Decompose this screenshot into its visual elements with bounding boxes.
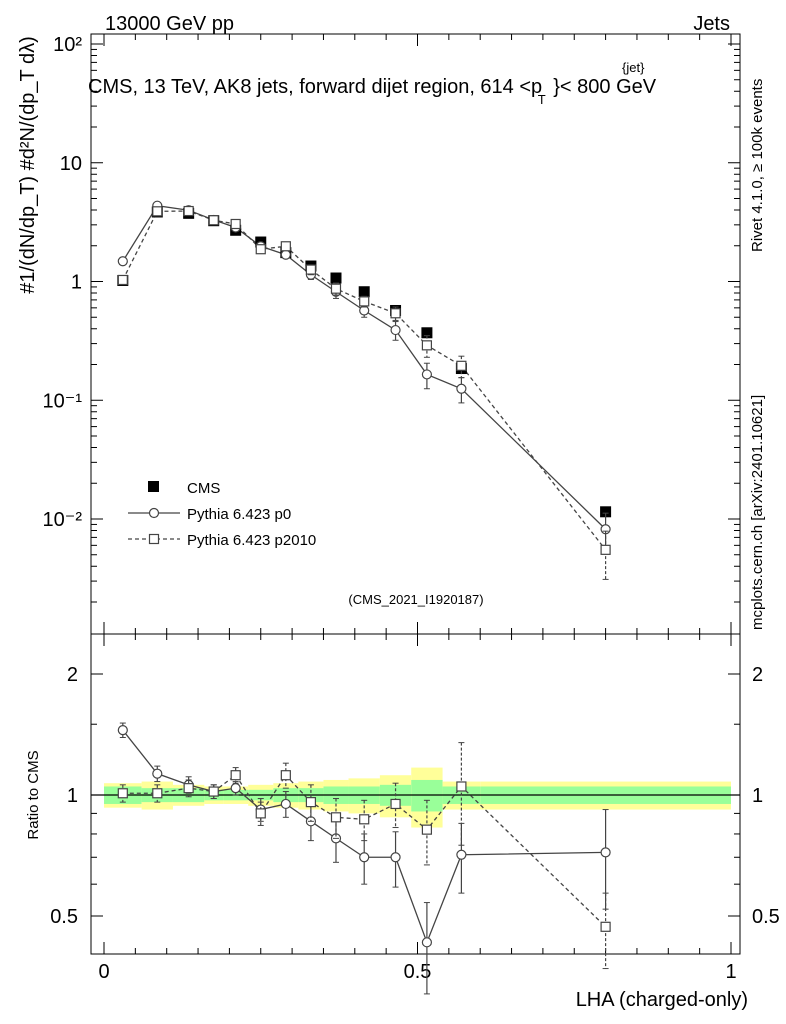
legend-cms-marker [148, 481, 159, 492]
p2010-ratio-point [152, 788, 163, 799]
category-label: Jets [693, 13, 730, 35]
p2010-ratio-point [390, 798, 401, 810]
p0-ratio-point [390, 852, 401, 863]
p0-ratio-point [600, 847, 611, 858]
p2010-ratio-point [421, 824, 433, 835]
cms-data-point [600, 506, 612, 518]
legend-p2010-label: Pythia 6.423 p2010 [187, 532, 316, 549]
legend-p0-label: Pythia 6.423 p0 [187, 506, 291, 523]
ratio-y-tick-label-right: 1 [752, 785, 763, 807]
ratio-y-tick-label: 1 [67, 785, 78, 807]
p2010-data-point [421, 340, 433, 351]
p0-data-point [117, 256, 128, 267]
main-y-tick-label: 10 [60, 153, 82, 175]
p2010-ratio-point [280, 770, 291, 781]
plot-title-main: CMS, 13 TeV, AK8 jets, forward dijet reg… [88, 76, 542, 98]
axis-tick-labels: 10² 10 1 10⁻¹ 10⁻² 2 2 1 1 0.5 0.5 0 0.5 1 [43, 34, 780, 983]
p2010-ratio-point [117, 788, 128, 799]
p2010-ratio-point [359, 814, 370, 825]
p2010-data-point [456, 360, 467, 371]
main-y-tick-label: 10⁻² [43, 509, 83, 531]
x-axis-label: LHA (charged-only) [576, 989, 748, 1011]
p2010-ratio-point [330, 812, 342, 823]
p2010-data-point [152, 206, 163, 217]
p0-ratio-point [230, 783, 241, 794]
main-series [117, 200, 612, 580]
plot-title: CMS, 13 TeV, AK8 jets, forward dijet reg… [88, 76, 657, 109]
legend-cms-label: CMS [187, 480, 220, 497]
p2010-data-point [255, 244, 266, 255]
rivet-label: Rivet 4.1.0, ≥ 100k events [749, 79, 766, 252]
cms-data-point [421, 327, 433, 339]
p2010-ratio-point [208, 786, 219, 797]
p2010-data-point [305, 264, 317, 275]
p2010-data-point [183, 205, 194, 217]
analysis-id: (CMS_2021_I1920187) [348, 592, 483, 607]
cms-data-point [330, 272, 342, 284]
p2010-ratio-point [183, 783, 194, 794]
energy-label: 13000 GeV pp [105, 13, 234, 35]
plot-title-tail: }< 800 GeV [553, 76, 657, 98]
p0-ratio-point [280, 798, 291, 810]
cms-data-point [358, 286, 370, 298]
p2010-ratio-point [456, 781, 467, 792]
p0-ratio-point [117, 725, 128, 736]
p2010-data-point [208, 215, 219, 226]
ratio-y-tick-label: 0.5 [50, 906, 78, 928]
p2010-data-point [390, 308, 401, 319]
main-y-tick-label: 10⁻¹ [43, 390, 83, 412]
x-tick-label: 1 [725, 961, 736, 983]
x-tick-label: 0 [98, 961, 109, 983]
plot-title-sub: T [538, 92, 546, 107]
p2010-data-point [600, 544, 611, 555]
p0-data-point [456, 383, 467, 394]
main-ylabel: #1/(dN/dp_T) #d²N/(dp_T dλ) [17, 36, 39, 294]
p0-data-point [421, 369, 433, 380]
plot-title-sup: {jet} [622, 60, 645, 75]
p2010-ratio-point [305, 797, 317, 808]
legend-p0-marker [148, 507, 160, 519]
p2010-ratio-point [255, 808, 266, 819]
p2010-data-point [280, 241, 291, 252]
p2010-ratio-point [600, 921, 611, 932]
ratio-y-tick-label-right: 0.5 [752, 906, 780, 928]
p2010-data-point [330, 283, 342, 294]
ratio-ylabel: Ratio to CMS [25, 750, 42, 839]
source-label: mcplots.cern.ch [arXiv:2401.10621] [749, 395, 766, 630]
p2010-ratio-point [230, 770, 241, 781]
p2010-data-point [359, 296, 370, 307]
p0-ratio-point [152, 768, 163, 779]
main-y-tick-label: 1 [71, 272, 82, 294]
p0-ratio-point [456, 849, 467, 860]
series-line-2 [122, 210, 607, 551]
p2010-data-point [117, 274, 128, 286]
main-y-tick-label: 10² [53, 34, 82, 56]
legend: CMS Pythia 6.423 p0 Pythia 6.423 p2010 [128, 480, 316, 549]
legend-p2010-marker [148, 533, 160, 545]
p0-ratio-point [421, 937, 433, 948]
x-tick-label: 0.5 [404, 961, 432, 983]
axis-ticks [91, 34, 740, 954]
p0-data-point [390, 324, 401, 336]
p0-data-point [280, 249, 291, 260]
ratio-frame [90, 633, 741, 955]
ratio-y-tick-label-right: 2 [752, 664, 763, 686]
ratio-y-tick-label: 2 [67, 664, 78, 686]
p0-ratio-point [359, 852, 370, 863]
ratio-series [117, 722, 611, 995]
p2010-data-point [230, 218, 241, 230]
